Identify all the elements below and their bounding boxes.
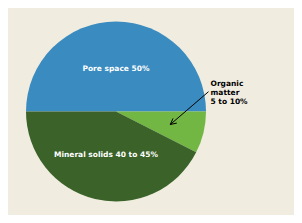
svg-text:Pore space 50%: Pore space 50%	[82, 64, 150, 73]
svg-text:Mineral solids 40 to 45%: Mineral solids 40 to 45%	[54, 149, 158, 158]
svg-text:Organicmatter5 to 10%: Organicmatter5 to 10%	[211, 78, 249, 105]
